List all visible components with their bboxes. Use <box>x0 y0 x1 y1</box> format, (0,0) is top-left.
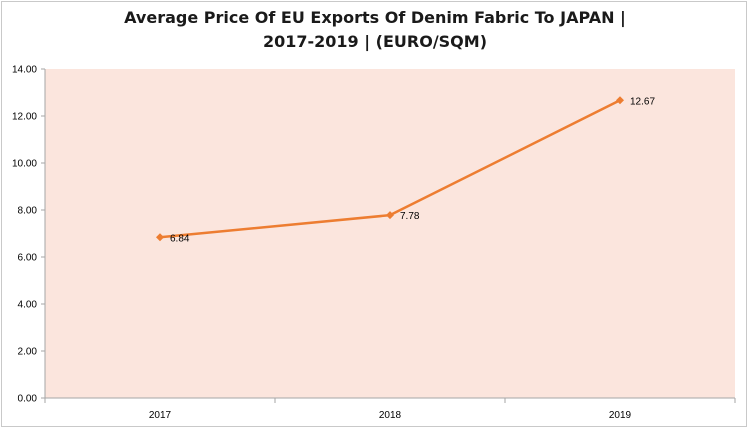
y-tick-label: 8.00 <box>18 206 38 217</box>
data-label: 6.84 <box>170 233 190 244</box>
data-label: 12.67 <box>630 96 655 107</box>
data-point-marker <box>616 96 624 105</box>
x-tick-label: 2017 <box>149 410 172 421</box>
y-tick-label: 6.00 <box>18 253 38 264</box>
y-tick-label: 2.00 <box>18 347 38 358</box>
chart-title: Average Price Of EU Exports Of Denim Fab… <box>0 6 750 54</box>
y-tick-label: 12.00 <box>12 112 37 123</box>
data-label: 7.78 <box>400 211 420 222</box>
data-point-marker <box>156 233 164 242</box>
x-tick-label: 2018 <box>379 410 402 421</box>
y-tick-label: 4.00 <box>18 300 38 311</box>
y-tick-label: 0.00 <box>18 394 38 405</box>
data-point-marker <box>386 211 394 220</box>
y-tick-label: 10.00 <box>12 159 37 170</box>
x-tick-label: 2019 <box>609 410 632 421</box>
plot-area <box>45 69 735 398</box>
chart-title-line-2: 2017-2019 | (EURO/SQM) <box>262 32 488 51</box>
chart-title-line-1: Average Price Of EU Exports Of Denim Fab… <box>124 8 626 27</box>
y-tick-label: 14.00 <box>12 65 37 76</box>
